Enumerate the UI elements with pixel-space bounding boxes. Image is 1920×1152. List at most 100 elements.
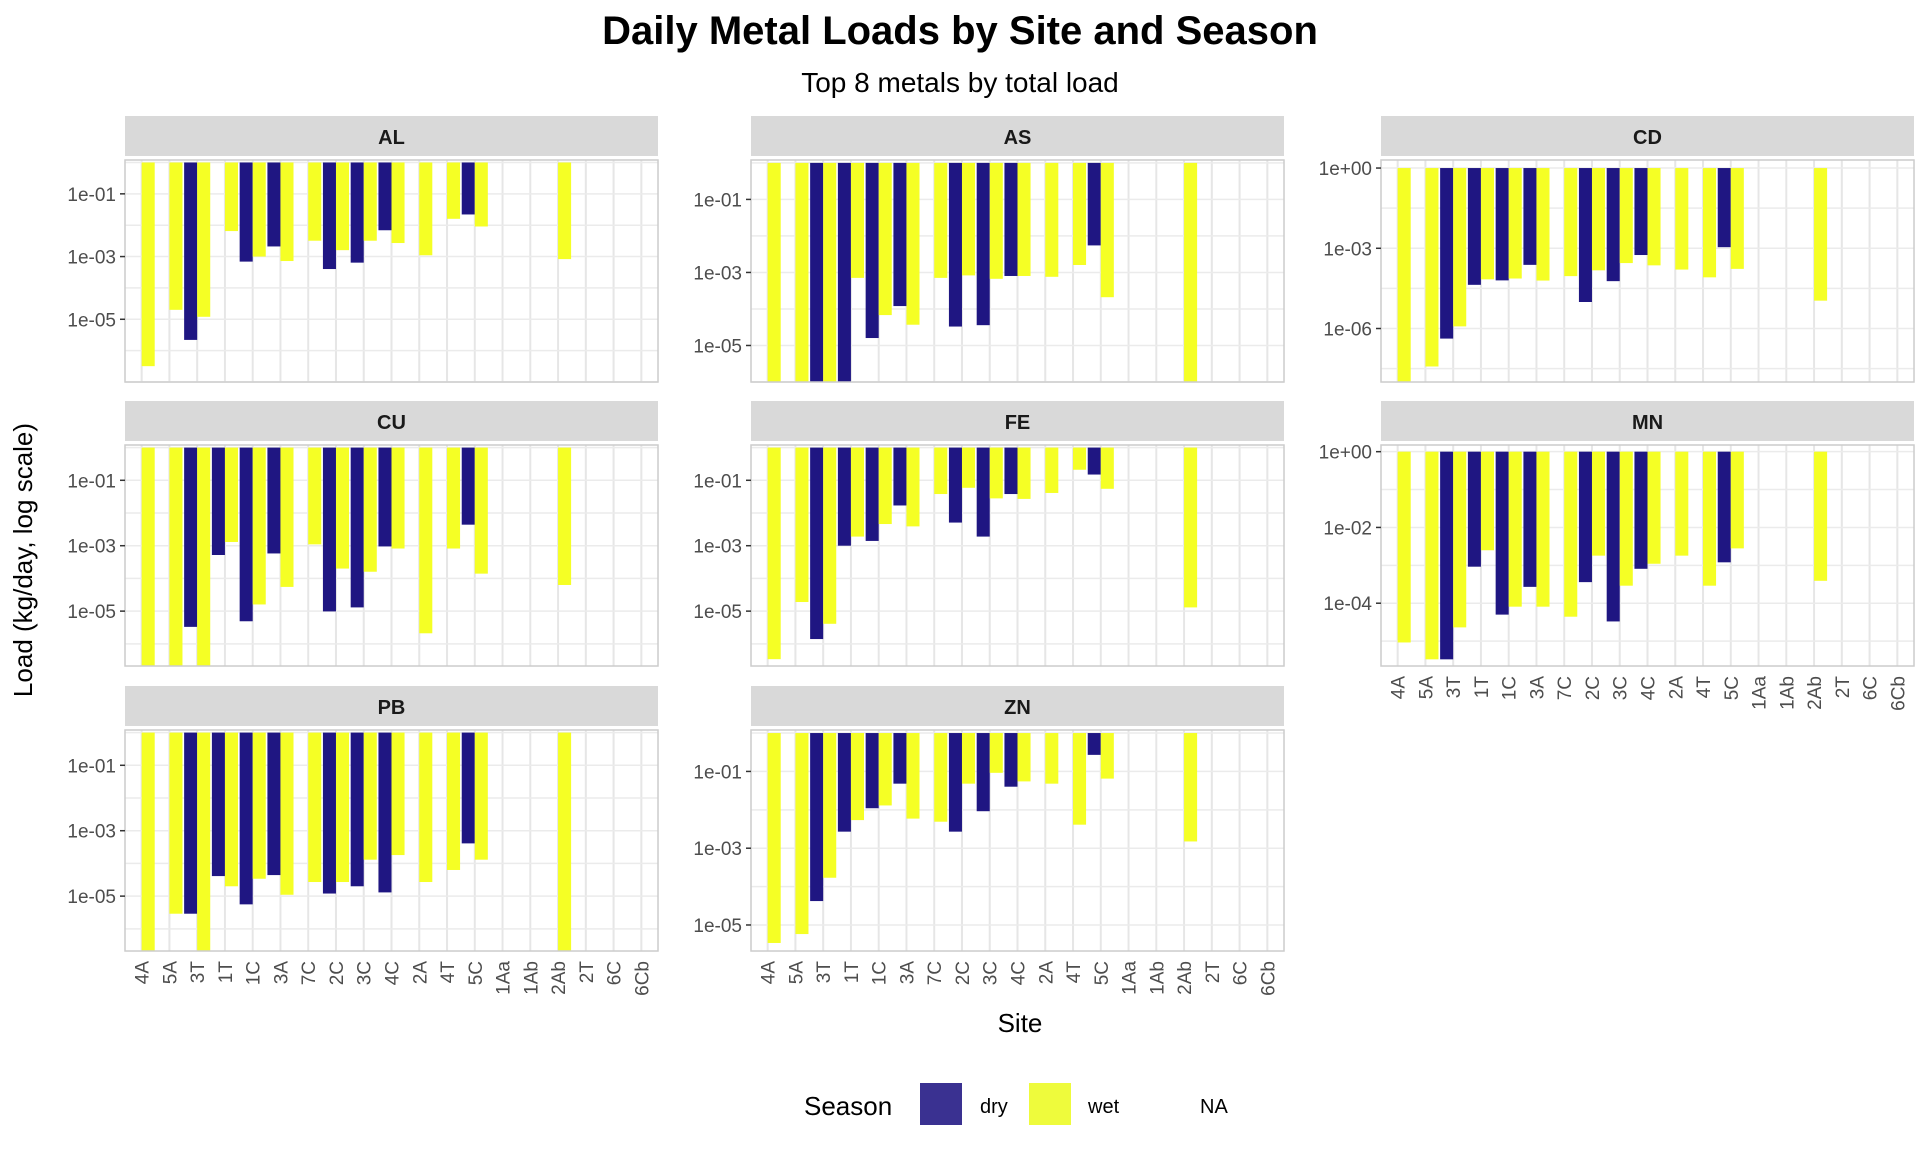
bar-zn-2Ab-wet xyxy=(1184,733,1198,842)
bar-cd-2A-wet xyxy=(1675,168,1689,270)
bar-as-2Ab-wet xyxy=(1184,162,1198,382)
x-tick-label: 2A xyxy=(410,961,431,985)
bar-cu-3T-dry xyxy=(184,447,198,627)
bar-cu-3A-wet xyxy=(280,447,294,587)
bar-cd-3A-dry xyxy=(1523,168,1537,265)
panel-border-cu xyxy=(124,444,659,667)
bar-zn-4C-dry xyxy=(1004,733,1018,787)
bar-as-3C-wet xyxy=(989,162,1003,279)
legend: Season dry wet NA xyxy=(804,1083,1228,1125)
bar-fe-3C-dry xyxy=(976,447,990,537)
strip-label-cd: CD xyxy=(1633,127,1662,149)
bar-pb-4T-wet xyxy=(447,732,461,870)
panel-cu: CU 1e-01 1e-03 1e-05 xyxy=(67,401,659,667)
panel-al: AL 1e-01 1e-03 1e-05 xyxy=(67,116,659,383)
bar-as-2C-wet xyxy=(961,162,976,276)
panel-pb: PB 1e-01 1e-03 1e-05 4A 5A 3T 1T 1C 3A 7C 2C 3C 4C 2A 4… xyxy=(67,686,659,996)
bar-cu-5C-dry xyxy=(461,447,475,525)
x-tick-label: 5A xyxy=(786,961,807,985)
bar-cu-3C-dry xyxy=(350,447,364,608)
x-tick-label: 2Ab xyxy=(549,961,570,995)
bar-cd-1T-dry xyxy=(1467,168,1481,285)
bar-cd-4T-wet xyxy=(1703,168,1717,278)
bar-zn-4C-wet xyxy=(1017,733,1031,782)
x-tick-label: 1T xyxy=(1472,676,1493,699)
x-tick-label: 6Cb xyxy=(1258,961,1279,996)
bar-zn-3C-dry xyxy=(976,733,990,812)
bar-as-1C-dry xyxy=(865,162,879,339)
bar-pb-7C-wet xyxy=(308,732,322,883)
panel-border-mn xyxy=(1380,444,1915,667)
panel-zn: ZN 1e-01 1e-03 1e-05 4A 5A 3T 1T 1C 3A 7C 2C 3C 4C 2A 4… xyxy=(693,686,1285,996)
x-tick-label: 2C xyxy=(953,961,974,985)
bar-zn-3A-wet xyxy=(906,733,920,819)
y-tick-label: 1e-01 xyxy=(67,471,116,492)
x-tick-label: 1Ab xyxy=(521,961,542,995)
bar-fe-5A-wet xyxy=(795,447,809,603)
bar-cu-4T-wet xyxy=(447,447,461,549)
bar-zn-4T-wet xyxy=(1073,733,1087,825)
y-tick-label: 1e-01 xyxy=(693,762,742,783)
bar-zn-7C-wet xyxy=(934,733,948,822)
bar-zn-3A-dry xyxy=(893,733,907,784)
panel-border-as xyxy=(750,159,1285,383)
bar-as-1T-wet xyxy=(850,162,864,278)
x-tick-label: 2T xyxy=(1833,676,1854,699)
x-tick-label: 1Aa xyxy=(494,961,515,995)
x-tick-label: 2C xyxy=(1583,676,1604,700)
bar-cd-5A-wet xyxy=(1425,168,1439,367)
x-tick-label: 5C xyxy=(1092,961,1113,985)
y-tick-label: 1e-03 xyxy=(67,537,116,558)
bar-mn-3C-wet xyxy=(1619,451,1633,586)
bar-zn-3T-dry xyxy=(810,733,824,902)
bar-al-2C-wet xyxy=(335,162,350,251)
bar-zn-4A-wet xyxy=(767,733,781,943)
bar-al-3A-wet xyxy=(280,162,294,262)
strip-label-zn: ZN xyxy=(1004,697,1031,719)
bar-as-7C-wet xyxy=(934,162,948,278)
y-tick-label: 1e-05 xyxy=(67,310,116,331)
strip-cu xyxy=(125,401,658,441)
strip-fe xyxy=(751,401,1284,441)
bar-cd-1T-wet xyxy=(1480,168,1494,280)
bar-mn-5A-wet xyxy=(1425,451,1439,660)
bar-mn-2A-wet xyxy=(1675,451,1689,556)
y-tick-label: 1e-03 xyxy=(67,248,116,269)
x-tick-label: 3A xyxy=(1528,676,1549,700)
bar-zn-1T-wet xyxy=(850,733,864,821)
bar-cu-2C-wet xyxy=(335,447,350,569)
x-tick-label: 3C xyxy=(1611,676,1632,700)
bar-pb-2C-dry xyxy=(322,732,336,894)
bar-mn-1C-wet xyxy=(1508,451,1522,607)
bar-cd-3C-dry xyxy=(1606,168,1620,282)
bar-cu-2Ab-wet xyxy=(558,447,572,585)
bar-pb-2A-wet xyxy=(419,732,433,883)
bar-pb-1C-dry xyxy=(239,732,253,905)
bar-mn-4T-wet xyxy=(1703,451,1717,586)
panel-fe: FE 1e-01 1e-03 1e-05 xyxy=(693,401,1285,667)
y-tick-label: 1e-05 xyxy=(693,336,742,357)
bar-as-4C-dry xyxy=(1004,162,1018,276)
bar-pb-3A-wet xyxy=(280,732,294,895)
bar-pb-3A-dry xyxy=(267,732,281,876)
y-tick-label: 1e-04 xyxy=(1323,594,1372,615)
bar-al-3T-wet xyxy=(197,162,211,317)
x-tick-label: 7C xyxy=(299,961,320,985)
bar-pb-1T-dry xyxy=(211,732,225,877)
x-tick-label: 2A xyxy=(1666,676,1687,700)
x-tick-label: 4A xyxy=(759,961,780,985)
panel-border-cd xyxy=(1380,159,1915,383)
strip-label-pb: PB xyxy=(378,697,406,719)
bar-cd-1C-wet xyxy=(1508,168,1522,279)
bar-fe-1T-dry xyxy=(837,447,851,546)
bar-al-5C-wet xyxy=(474,162,488,227)
bar-cd-1C-dry xyxy=(1495,168,1509,281)
y-tick-label: 1e-03 xyxy=(67,822,116,843)
bar-zn-1C-wet xyxy=(878,733,892,806)
bar-al-5C-dry xyxy=(461,162,475,215)
x-tick-label: 4T xyxy=(438,961,459,984)
legend-label-dry: dry xyxy=(980,1096,1008,1118)
x-tick-label: 6C xyxy=(1861,676,1882,700)
x-tick-label: 1C xyxy=(870,961,891,985)
